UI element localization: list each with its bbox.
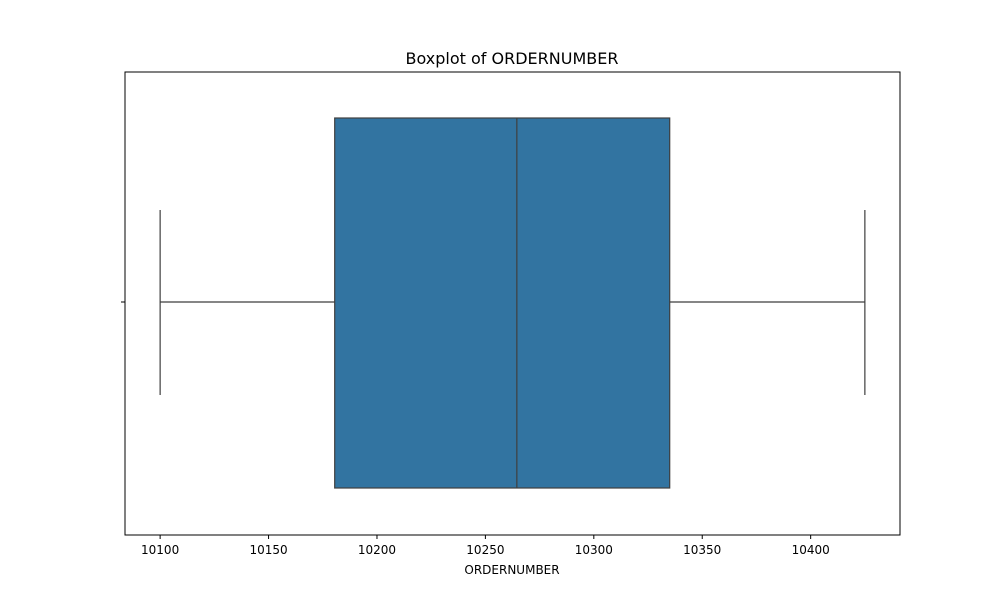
chart-title: Boxplot of ORDERNUMBER: [406, 49, 619, 68]
x-axis-label: ORDERNUMBER: [464, 563, 559, 577]
x-tick-label: 10250: [466, 543, 504, 557]
x-tick-label: 10200: [358, 543, 396, 557]
plot-area: [159, 117, 866, 489]
x-tick-label: 10150: [249, 543, 287, 557]
x-tick-label: 10300: [575, 543, 613, 557]
x-tick-label: 10400: [792, 543, 830, 557]
iqr-box: [334, 117, 671, 489]
plot-frame: [124, 71, 901, 536]
x-axis-ticks: 10100 10150 10200 10250 10300 10350 10400: [141, 535, 830, 557]
x-tick-label: 10100: [141, 543, 179, 557]
x-tick-label: 10350: [683, 543, 721, 557]
